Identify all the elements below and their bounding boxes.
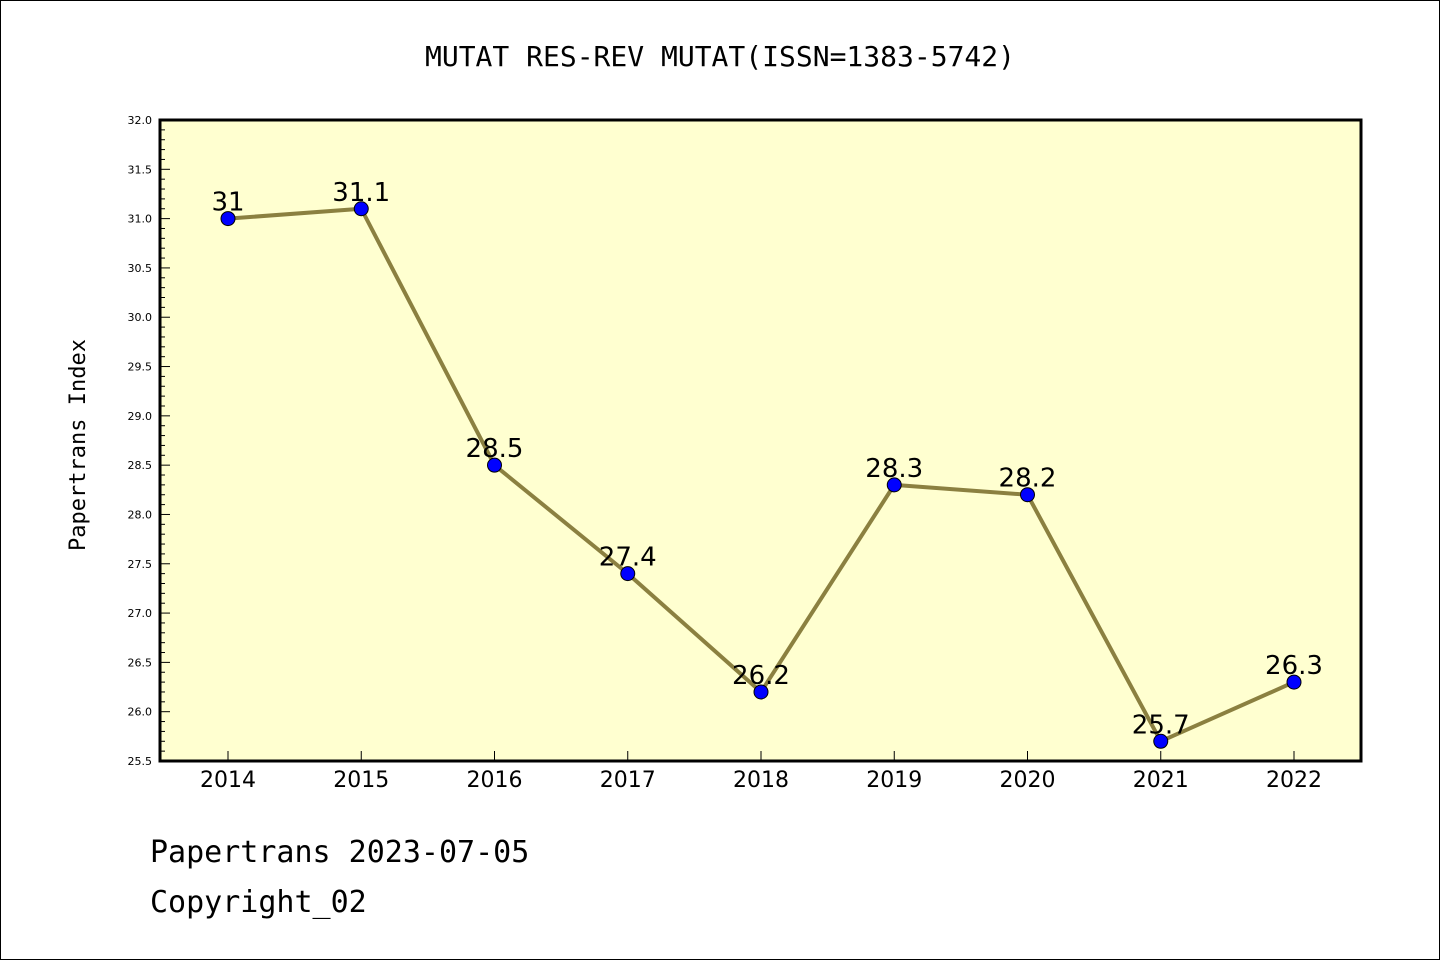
x-tick-label: 2016: [467, 768, 523, 793]
footer-date-line: Papertrans 2023-07-05: [150, 835, 530, 870]
x-tick-label: 2014: [200, 768, 256, 793]
x-axis: 2014 2015 2016 2017 2018 2019 2020 2021 2022: [200, 751, 1322, 793]
data-label: 26.2: [732, 661, 790, 691]
y-tick-label: 29.0: [128, 410, 153, 423]
data-point: [753, 684, 769, 700]
y-tick-label: 30.5: [128, 262, 153, 275]
y-axis-label: Papertrans Index: [66, 339, 91, 551]
x-tick-label: 2022: [1266, 768, 1322, 793]
plot-area: [158, 118, 1363, 763]
data-label: 28.2: [999, 464, 1057, 494]
x-tick-label: 2021: [1133, 768, 1189, 793]
chart-title: MUTAT RES-REV MUTAT(ISSN=1383-5742): [425, 40, 1015, 73]
data-label: 27.4: [599, 543, 657, 573]
x-tick-label: 2020: [1000, 768, 1056, 793]
y-tick-label: 25.5: [128, 755, 153, 768]
data-label: 28.5: [466, 434, 524, 464]
data-label: 28.3: [865, 454, 923, 484]
y-tick-label: 26.0: [128, 706, 153, 719]
footer-copyright-line: Copyright_02: [150, 885, 367, 920]
y-tick-label: 31.5: [128, 163, 153, 176]
data-point: [353, 201, 369, 217]
data-point: [1286, 674, 1302, 690]
data-point: [1153, 733, 1169, 749]
y-tick-label: 27.0: [128, 607, 153, 620]
y-tick-label: 26.5: [128, 656, 153, 669]
data-point: [886, 477, 902, 493]
y-tick-label: 32.0: [128, 114, 153, 127]
series-line-group: 31 31.1 28.5 27.4 26.2 28.3 28.2 25.7 26.3: [211, 178, 1323, 749]
y-tick-label: 30.0: [128, 311, 153, 324]
x-tick-label: 2018: [733, 768, 789, 793]
data-label: 31: [211, 188, 244, 218]
y-tick-label: 27.5: [128, 558, 153, 571]
data-point: [620, 566, 636, 582]
x-tick-label: 2019: [866, 768, 922, 793]
data-label: 25.7: [1132, 710, 1190, 740]
data-point: [220, 211, 236, 227]
y-tick-label: 29.5: [128, 361, 153, 374]
data-label: 26.3: [1265, 651, 1323, 681]
data-point: [1020, 487, 1035, 503]
x-tick-label: 2017: [600, 768, 656, 793]
y-tick-label: 28.0: [128, 508, 153, 521]
x-tick-label: 2015: [333, 768, 389, 793]
y-tick-label: 31.0: [128, 213, 153, 226]
data-label: 31.1: [332, 178, 390, 208]
data-point: [487, 457, 502, 473]
y-tick-label: 28.5: [128, 459, 153, 472]
y-axis: 25.5 26.0 26.5 27.0 27.5 28.0 28.5 29.0 29.5 30.0…: [128, 114, 170, 768]
